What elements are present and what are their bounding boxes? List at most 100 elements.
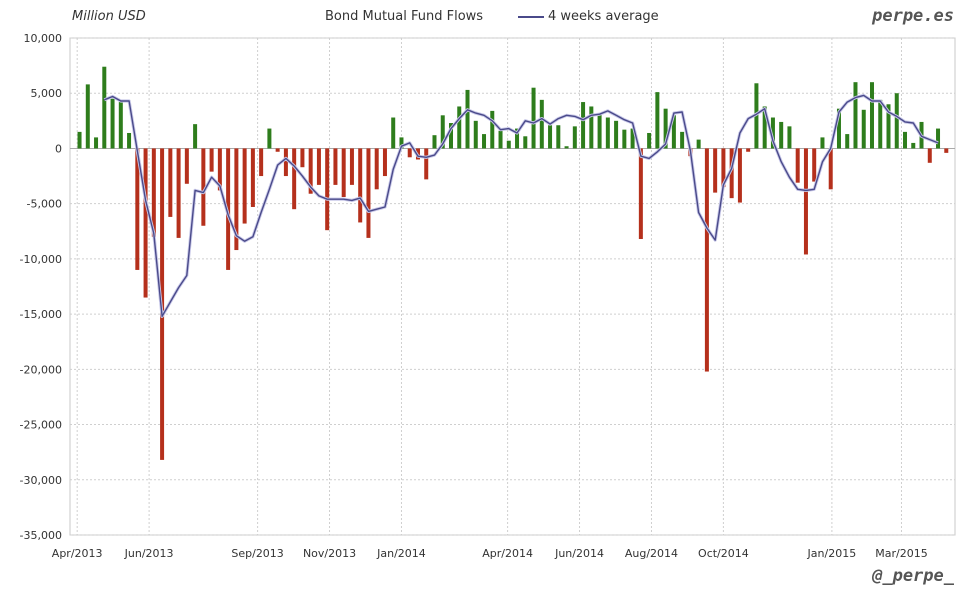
- flow-bar: [572, 126, 577, 149]
- flow-bar: [894, 93, 899, 149]
- flow-bar: [143, 148, 148, 298]
- flow-bar: [316, 148, 321, 185]
- flow-bar: [779, 121, 784, 149]
- flow-bar: [135, 148, 140, 270]
- flow-bar: [564, 146, 569, 149]
- flow-bar: [432, 135, 437, 149]
- flow-bar: [762, 106, 767, 149]
- x-tick-label: Aug/2014: [625, 547, 678, 560]
- average-line: [103, 93, 939, 318]
- x-tick-label: Mar/2015: [875, 547, 927, 560]
- flow-bar: [358, 148, 363, 223]
- flow-bar: [482, 134, 487, 149]
- flow-bar: [704, 148, 709, 372]
- legend-line-swatch: [518, 15, 544, 18]
- flow-bar: [531, 87, 536, 149]
- flow-bar: [523, 136, 528, 149]
- y-tick-label: -10,000: [20, 253, 62, 266]
- flow-bar: [341, 148, 346, 198]
- flow-bar: [869, 82, 874, 149]
- flow-bar: [630, 128, 635, 149]
- flow-bar: [936, 128, 941, 149]
- y-tick-label: 5,000: [31, 87, 63, 100]
- brand-label: perpe.es: [872, 6, 954, 26]
- chart-title: Bond Mutual Fund Flows: [325, 9, 484, 24]
- flow-bar: [556, 125, 561, 149]
- flow-bar: [878, 99, 883, 149]
- flow-bar: [209, 148, 214, 172]
- y-tick-label: -35,000: [20, 529, 62, 542]
- flow-bar: [539, 99, 544, 149]
- plot-background: [69, 37, 956, 536]
- flow-bar: [465, 89, 470, 149]
- flow-bar: [787, 126, 792, 149]
- flow-bar: [903, 131, 908, 149]
- flow-bar: [861, 109, 866, 149]
- y-tick-label: -5,000: [27, 198, 62, 211]
- flow-bar: [655, 92, 660, 149]
- flow-bar: [795, 148, 800, 183]
- flow-bar: [292, 148, 297, 210]
- flow-bar: [234, 148, 239, 251]
- flow-bar: [498, 130, 503, 149]
- flow-bar: [597, 114, 602, 149]
- flow-bar: [94, 137, 99, 149]
- flow-bar: [300, 148, 305, 168]
- flow-bar: [440, 115, 445, 149]
- flow-bar: [151, 148, 156, 237]
- flow-bar: [713, 148, 718, 193]
- flow-bar: [127, 132, 132, 149]
- x-tick-label: Nov/2013: [303, 547, 356, 560]
- author-handle: @_perpe_: [872, 566, 954, 586]
- flow-bar: [737, 148, 742, 203]
- x-tick-label: Oct/2014: [698, 547, 749, 560]
- flow-bar: [424, 148, 429, 180]
- flow-bar: [506, 140, 511, 149]
- y-tick-label: -20,000: [20, 363, 62, 376]
- flow-bar: [349, 148, 354, 185]
- flow-bar: [457, 106, 462, 149]
- flow-bar: [333, 148, 338, 185]
- flow-bar: [374, 148, 379, 190]
- flow-bar: [193, 124, 198, 149]
- x-tick-label: Jun/2014: [554, 547, 604, 560]
- flow-bar: [911, 142, 916, 149]
- flow-bar: [614, 120, 619, 149]
- flow-bar: [77, 131, 82, 149]
- flow-bar: [853, 82, 858, 149]
- flow-bar: [638, 148, 643, 240]
- flow-bar: [803, 148, 808, 255]
- flow-bar: [250, 148, 255, 207]
- flow-bar: [102, 66, 107, 149]
- flow-bar: [85, 84, 90, 149]
- flow-bar: [449, 123, 453, 149]
- average-line-path: [104, 94, 939, 317]
- flow-bar: [407, 148, 412, 158]
- flow-bar: [184, 148, 189, 184]
- flow-bar: [168, 148, 173, 217]
- flow-bar: [267, 128, 272, 149]
- y-tick-label: -25,000: [20, 419, 62, 432]
- flow-bar: [118, 102, 123, 149]
- flow-bar: [729, 148, 734, 199]
- flow-bar: [770, 117, 775, 149]
- legend-label: 4 weeks average: [548, 9, 659, 24]
- grid: [70, 37, 955, 536]
- flow-bar: [391, 117, 396, 149]
- flow-bar: [242, 148, 247, 224]
- x-tick-label: Apr/2013: [52, 547, 103, 560]
- flow-bar: [473, 120, 478, 149]
- flow-bar: [490, 110, 495, 149]
- flow-bar: [515, 128, 520, 149]
- flow-bar: [647, 132, 652, 149]
- flow-bar: [548, 125, 553, 149]
- y-tick-label: -15,000: [20, 308, 62, 321]
- flow-bar: [275, 148, 280, 152]
- flow-bar: [886, 104, 891, 149]
- flow-bar: [201, 148, 206, 226]
- flow-bar: [622, 129, 627, 149]
- flow-bar: [283, 148, 288, 177]
- flow-bar: [746, 148, 751, 152]
- x-axis: Apr/2013 Jun/2013 Sep/2013 Nov/2013 Jan/2014…: [52, 547, 928, 560]
